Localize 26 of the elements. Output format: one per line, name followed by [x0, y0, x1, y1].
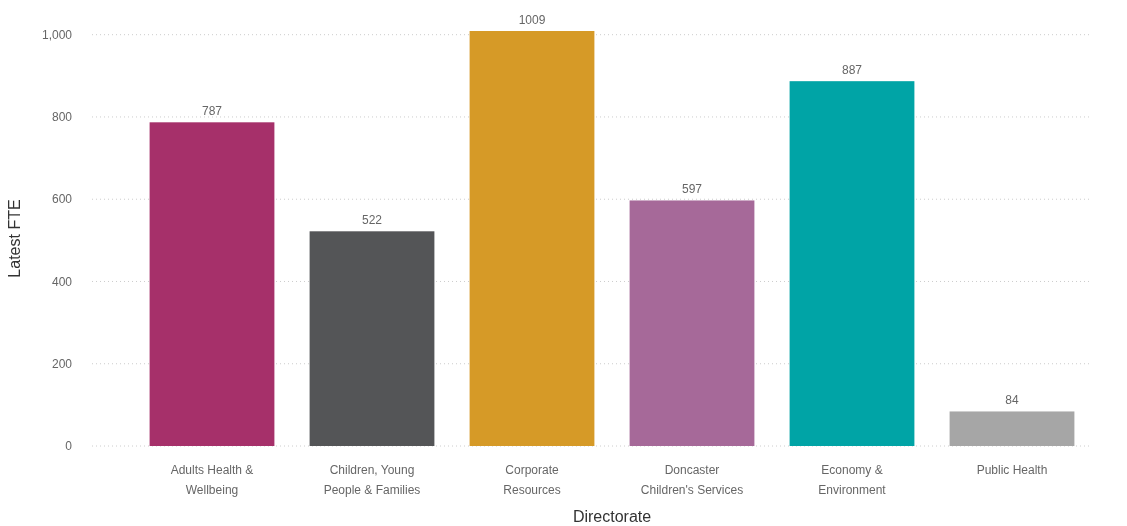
bar: [789, 81, 915, 446]
data-label: 522: [361, 213, 383, 228]
x-tick-label: Children, Young People & Families: [323, 463, 421, 497]
y-tick-label: 200: [51, 356, 73, 371]
y-axis-title: Latest FTE: [6, 199, 23, 278]
x-tick-label: Doncaster Children's Services: [640, 463, 744, 497]
y-tick-label: 1,000: [41, 27, 73, 42]
data-label: 1009: [518, 13, 546, 27]
bar: [469, 31, 595, 446]
bar: [949, 411, 1075, 446]
x-axis-title: Directorate: [572, 508, 652, 525]
x-tick-label: Adults Health & Wellbeing: [170, 463, 254, 497]
x-tick-label: Public Health: [976, 463, 1048, 477]
x-tick-label: Corporate Resources: [503, 463, 561, 497]
data-label: 597: [681, 182, 703, 197]
bar: [309, 231, 435, 446]
x-tick-label: Economy & Environment: [818, 463, 887, 497]
y-tick-label: 600: [51, 192, 73, 207]
y-tick-label: 800: [51, 110, 73, 125]
bar: [629, 200, 755, 446]
data-label: 84: [1005, 393, 1019, 408]
y-tick-label: 400: [51, 274, 73, 289]
data-label: 787: [201, 104, 223, 119]
y-tick-label: 0: [65, 439, 73, 454]
bar: [149, 122, 275, 446]
data-label: 887: [841, 63, 863, 78]
